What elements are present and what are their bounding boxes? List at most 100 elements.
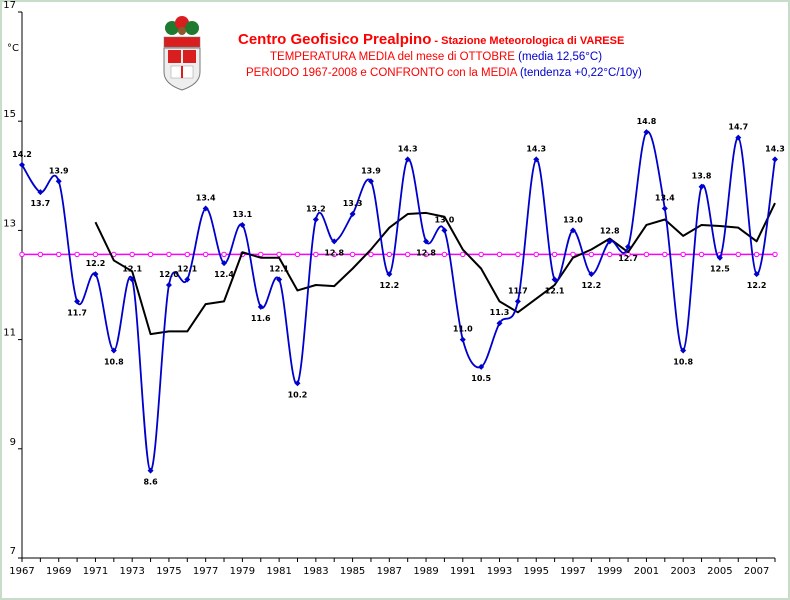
data-label: 10.8: [104, 358, 124, 367]
y-tick-label: 17: [3, 0, 16, 11]
mean-marker: [147, 251, 154, 258]
data-label: 8.6: [143, 478, 158, 487]
y-tick-label: 15: [3, 109, 16, 120]
mean-marker: [276, 251, 282, 258]
mean-marker: [423, 251, 429, 258]
mean-marker: [533, 251, 539, 258]
y-tick-label: 7: [10, 546, 16, 557]
temperature-point: [569, 227, 576, 234]
mean-marker: [607, 251, 613, 258]
x-tick-label: 1983: [303, 566, 328, 577]
data-label: 14.3: [398, 144, 418, 153]
mean-marker: [184, 251, 190, 258]
data-label: 13.8: [692, 172, 712, 181]
data-label: 13.0: [563, 215, 583, 224]
chart-subtitle-trend: (tendenza +0,22°C/10y): [520, 67, 642, 79]
temperature-point: [331, 238, 338, 245]
mean-marker: [56, 251, 62, 258]
chart-subtitle-period: PERIODO 1967-2008 e CONFRONTO con la MED…: [246, 67, 520, 79]
temperature-point: [643, 129, 650, 136]
temperature-point: [221, 260, 228, 267]
data-label: 14.3: [765, 144, 785, 153]
temperature-point: [19, 161, 25, 168]
mean-marker: [404, 251, 411, 258]
data-label: 12.1: [122, 265, 142, 274]
x-tick-label: 1979: [230, 566, 255, 577]
temperature-point: [404, 156, 411, 163]
temperature-point: [110, 347, 117, 354]
temperature-point: [753, 271, 760, 278]
mean-marker: [496, 251, 503, 258]
mean-marker: [202, 251, 209, 258]
chart-title-sub: - Stazione Meteorologica di VARESE: [431, 35, 624, 47]
x-tick-label: 1971: [83, 566, 108, 577]
data-label: 12.8: [416, 248, 436, 257]
temperature-series-line: [21, 130, 776, 472]
mean-marker: [313, 251, 319, 258]
temperature-point: [514, 298, 521, 305]
mean-marker: [753, 251, 760, 258]
temperature-point: [772, 156, 778, 163]
temperature-point: [386, 271, 393, 278]
province-coat-of-arms-icon: [163, 16, 201, 91]
x-tick-label: 1997: [560, 566, 585, 577]
data-label: 10.8: [673, 358, 693, 367]
data-label: 12.2: [86, 259, 106, 268]
series-layer: [19, 129, 778, 474]
x-tick-label: 1981: [266, 566, 291, 577]
temperature-point: [367, 178, 374, 185]
data-label: 10.2: [288, 390, 308, 399]
temperature-point: [533, 156, 540, 163]
mean-marker: [735, 251, 741, 258]
temperature-point: [716, 254, 723, 261]
mean-marker: [37, 251, 44, 258]
chart-header-line3: PERIODO 1967-2008 e CONFRONTO con la MED…: [246, 67, 642, 79]
temperature-point: [441, 227, 448, 234]
x-tick-label: 1995: [524, 566, 549, 577]
data-label: 12.0: [159, 270, 179, 279]
data-label: 11.7: [67, 308, 87, 317]
temperature-point: [55, 178, 62, 185]
mean-marker: [74, 251, 80, 258]
chart-title-main: Centro Geofisico Prealpino: [238, 31, 431, 48]
data-label: 13.7: [30, 199, 50, 208]
mean-marker: [698, 251, 705, 258]
mean-marker: [515, 251, 521, 258]
trend-series-line: [94, 202, 776, 336]
data-label: 13.3: [343, 199, 363, 208]
temperature-point: [239, 221, 246, 228]
temperature-point: [184, 276, 191, 283]
data-label: 13.4: [196, 194, 216, 203]
data-label: 12.5: [710, 265, 730, 274]
x-tick-label: 2001: [634, 566, 659, 577]
mean-marker: [551, 251, 558, 258]
temperature-point: [147, 467, 154, 474]
data-label: 11.7: [508, 286, 528, 295]
mean-marker: [441, 251, 448, 258]
data-label: 12.7: [618, 254, 638, 263]
temperature-point: [92, 271, 99, 278]
mean-marker: [349, 251, 356, 258]
temperature-point: [165, 282, 172, 288]
mean-marker: [772, 251, 778, 258]
data-label: 12.2: [747, 281, 767, 290]
chart-header-line1: Centro Geofisico Prealpino - Stazione Me…: [238, 31, 624, 48]
mean-marker: [368, 251, 374, 258]
x-tick-label: 1999: [597, 566, 622, 577]
mean-marker: [258, 251, 264, 258]
x-tick-label: 1991: [450, 566, 475, 577]
chart-subtitle-month: TEMPERATURA MEDIA del mese di OTTOBRE: [270, 51, 518, 63]
chart-axes: 7 9 11 13 15 17 1967 1969 1971 1973 1975 1977 1979 19…: [3, 0, 776, 577]
data-label: 11.0: [453, 325, 473, 334]
data-label: 14.2: [12, 150, 32, 159]
y-tick-label: 11: [3, 328, 16, 339]
data-label: 13.2: [306, 204, 326, 213]
mean-marker: [460, 251, 466, 258]
temperature-point: [478, 363, 485, 370]
x-tick-label: 1993: [487, 566, 512, 577]
data-label: 11.3: [490, 308, 510, 317]
x-tick-label: 1975: [156, 566, 181, 577]
mean-layer: [19, 251, 778, 258]
